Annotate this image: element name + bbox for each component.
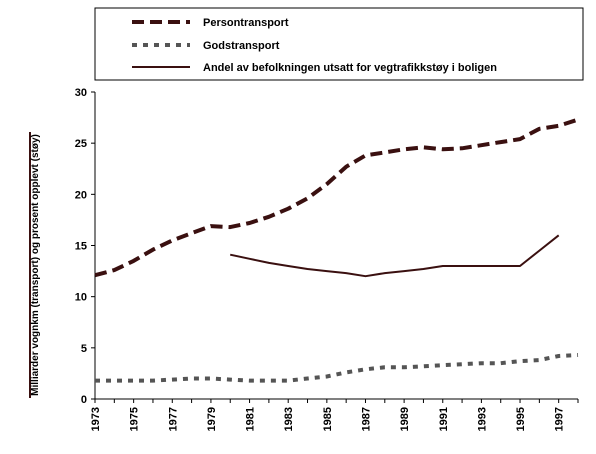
x-tick-label: 1993 xyxy=(476,407,488,431)
x-tick-label: 1981 xyxy=(245,407,257,431)
y-tick-label: 30 xyxy=(75,87,87,99)
y-tick-label: 5 xyxy=(81,343,87,355)
x-tick-label: 1997 xyxy=(554,407,566,431)
x-tick-label: 1975 xyxy=(129,407,141,431)
y-tick-label: 15 xyxy=(75,241,87,253)
y-axis-label-text: Milliarder vognkm (transport) og prosent… xyxy=(30,134,41,396)
x-tick-label: 1995 xyxy=(515,407,527,431)
x-tick-label: 1973 xyxy=(90,407,102,431)
x-tick-label: 1983 xyxy=(283,407,295,431)
legend-label-andel: Andel av befolkningen utsatt for vegtraf… xyxy=(203,62,497,74)
y-tick-label: 20 xyxy=(75,189,87,201)
legend-label-persontransport: Persontransport xyxy=(203,17,289,29)
x-tick-label: 1989 xyxy=(399,407,411,431)
series-line-0 xyxy=(94,117,579,278)
legend: Persontransport Godstransport Andel av b… xyxy=(94,7,584,81)
y-tick-label: 0 xyxy=(81,394,87,406)
x-tick-labels: 1973 1975 1977 1979 1981 1983 1985 1987 1989 1991… xyxy=(90,399,579,431)
x-tick-label: 1977 xyxy=(167,407,179,431)
y-axis-label: Milliarder vognkm (transport) og prosent… xyxy=(29,132,41,398)
y-tick-labels: 0 5 10 15 20 25 30 xyxy=(75,87,95,406)
y-tick-label: 25 xyxy=(75,138,87,150)
x-tick-label: 1985 xyxy=(322,407,334,431)
x-tick-label: 1979 xyxy=(206,407,218,431)
x-tick-label: 1991 xyxy=(438,407,450,431)
y-tick-label: 10 xyxy=(75,292,87,304)
legend-label-godstransport: Godstransport xyxy=(203,40,280,52)
axes xyxy=(94,92,578,400)
series-line-2 xyxy=(229,234,560,278)
x-tick-label: 1987 xyxy=(360,407,372,431)
series-lines xyxy=(94,117,579,383)
series-line-1 xyxy=(95,353,579,383)
